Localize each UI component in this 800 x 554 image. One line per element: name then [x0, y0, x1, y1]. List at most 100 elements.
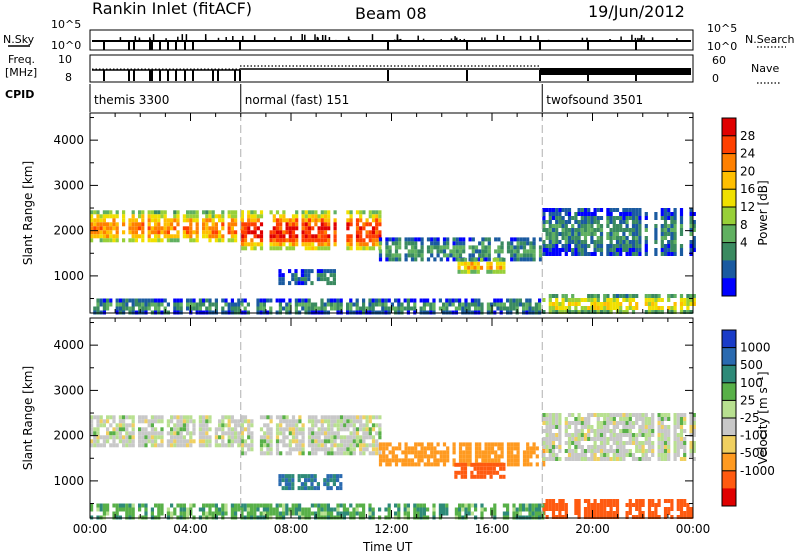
echo-cell	[603, 511, 607, 515]
echo-cell	[577, 515, 581, 519]
echo-cell	[378, 230, 382, 235]
echo-cell	[301, 210, 305, 215]
echo-cell	[548, 244, 552, 248]
echo-cell	[291, 419, 296, 424]
echo-cell	[131, 306, 135, 311]
echo-cell	[647, 449, 652, 453]
echo-cell	[240, 419, 244, 424]
echo-cell	[250, 238, 254, 243]
echo-cell	[300, 277, 304, 282]
echo-cell	[410, 253, 415, 258]
echo-cell	[352, 431, 356, 436]
echo-cell	[230, 443, 234, 448]
echo-cell	[102, 306, 106, 311]
echo-cell	[304, 511, 308, 516]
echo-cell	[320, 415, 324, 420]
echo-cell	[635, 216, 639, 220]
echo-cell	[647, 417, 652, 421]
echo-cell	[657, 499, 661, 503]
echo-cell	[349, 302, 353, 307]
echo-cell	[388, 237, 392, 242]
echo-cell	[285, 423, 289, 428]
colorbar-tick-label: 500	[740, 358, 763, 372]
echo-cell	[106, 234, 110, 239]
echo-cell	[278, 298, 282, 303]
echo-cell	[272, 234, 276, 239]
echo-cell	[663, 220, 668, 224]
echo-cell	[644, 413, 648, 417]
echo-cell	[297, 478, 301, 483]
echo-cell	[513, 245, 517, 250]
echo-cell	[580, 433, 584, 437]
echo-cell	[493, 507, 497, 512]
echo-cell	[349, 218, 353, 223]
echo-cell	[502, 466, 506, 471]
echo-cell	[281, 478, 285, 483]
echo-cell	[551, 421, 556, 425]
echo-cell	[679, 302, 684, 306]
echo-cell	[555, 425, 559, 429]
echo-cell	[189, 415, 193, 420]
echo-cell	[545, 248, 549, 252]
echo-cell	[134, 218, 138, 223]
echo-cell	[519, 257, 523, 262]
echo-cell	[314, 415, 318, 420]
echo-cell	[574, 507, 578, 511]
echo-cell	[99, 226, 103, 231]
echo-cell	[388, 253, 392, 258]
echo-cell	[500, 245, 504, 250]
echo-cell	[259, 503, 263, 508]
echo-cell	[332, 273, 336, 278]
echo-cell	[189, 439, 193, 444]
echo-cell	[580, 212, 584, 216]
echo-cell	[218, 427, 222, 432]
echo-cell	[384, 298, 388, 303]
echo-cell	[619, 244, 623, 248]
echo-cell	[310, 269, 314, 274]
echo-cell	[426, 446, 431, 451]
echo-cell	[388, 249, 392, 254]
echo-cell	[154, 435, 158, 440]
echo-cell	[574, 445, 578, 449]
echo-cell	[179, 298, 183, 303]
echo-cell	[644, 302, 648, 306]
echo-cell	[221, 298, 225, 303]
echo-cell	[567, 228, 572, 232]
echo-cell	[278, 503, 282, 508]
echo-cell	[481, 458, 485, 463]
colorbar-tick-label: 16	[740, 182, 755, 196]
echo-cell	[558, 240, 562, 244]
echo-cell	[622, 457, 626, 461]
echo-cell	[414, 253, 418, 258]
echo-cell	[458, 454, 463, 459]
echo-cell	[128, 298, 132, 303]
echo-cell	[465, 442, 469, 447]
echo-cell	[638, 236, 642, 240]
echo-cell	[545, 413, 549, 417]
echo-cell	[385, 257, 389, 262]
echo-cell	[320, 222, 324, 227]
echo-cell	[385, 245, 389, 250]
echo-cell	[555, 302, 559, 306]
echo-cell	[157, 415, 161, 420]
echo-cell	[518, 503, 522, 508]
echo-cell	[365, 419, 369, 424]
echo-cell	[619, 421, 623, 425]
echo-cell	[109, 230, 113, 235]
echo-cell	[506, 245, 511, 250]
echo-cell	[622, 449, 626, 453]
echo-cell	[285, 419, 289, 424]
echo-cell	[263, 415, 267, 420]
echo-cell	[227, 210, 231, 215]
echo-cell	[619, 240, 623, 244]
echo-cell	[147, 435, 151, 440]
echo-cell	[638, 449, 642, 453]
echo-cell	[641, 445, 645, 449]
colorbar-tick-label: -25	[740, 411, 760, 425]
echo-cell	[173, 511, 177, 516]
echo-cell	[660, 417, 664, 421]
echo-cell	[279, 234, 283, 239]
echo-cell	[558, 216, 562, 220]
echo-cell	[583, 244, 588, 248]
echo-cell	[673, 212, 677, 216]
